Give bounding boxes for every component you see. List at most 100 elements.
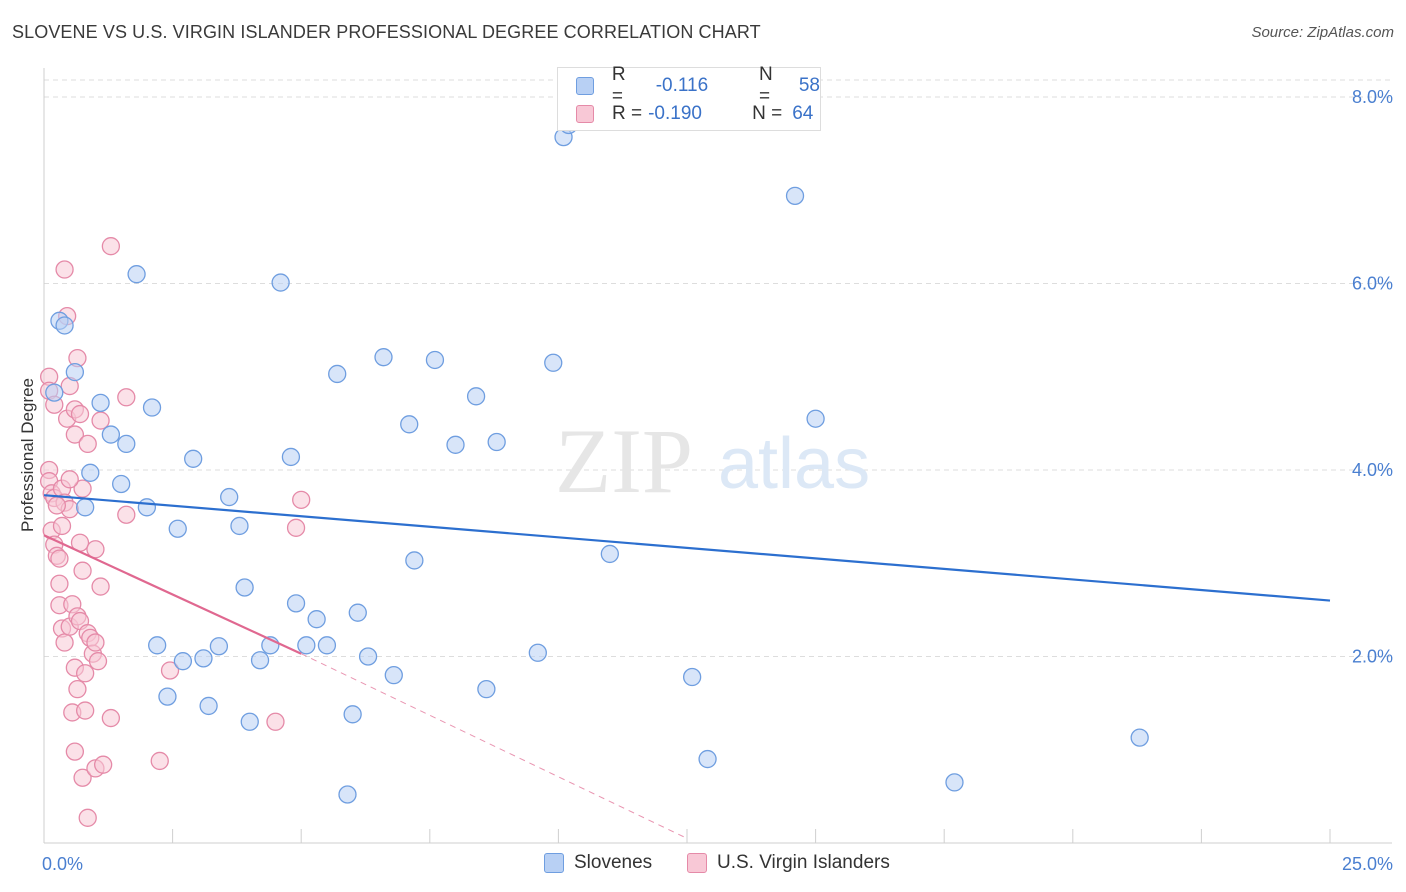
slovene-point: [55, 316, 74, 335]
x-tick-label-max: 25.0%: [1342, 854, 1393, 874]
slovene-point: [142, 398, 162, 417]
chart-source: Source: ZipAtlas.com: [1251, 24, 1394, 41]
virgin-islander-point: [78, 434, 97, 454]
virgin-islander-point: [292, 490, 311, 509]
slovene-point: [184, 449, 203, 468]
virgin-islander-point: [73, 479, 92, 498]
virgin-islander-point: [55, 260, 74, 279]
slovene-point: [117, 434, 136, 454]
slovene-point: [600, 544, 619, 564]
slovene-point: [400, 415, 419, 434]
slovene-point: [328, 364, 347, 384]
slovene-point: [286, 594, 306, 613]
slovene-point: [374, 348, 393, 367]
legend-swatch-blue: [576, 77, 594, 95]
slovene-point: [230, 516, 249, 536]
chart-title: SLOVENE VS U.S. VIRGIN ISLANDER PROFESSI…: [12, 22, 761, 42]
legend-r-label: R =: [612, 103, 643, 124]
slovene-point: [297, 636, 316, 655]
slovene-point: [405, 551, 424, 570]
slovene-point: [945, 773, 964, 792]
slovene-point: [148, 636, 167, 655]
legend-swatch-virgin-islanders: [687, 853, 707, 873]
legend-label-slovenes: Slovenes: [574, 852, 653, 873]
legend-n-value: 58: [798, 75, 820, 96]
y-tick-labels: 2.0% 4.0% 6.0% 8.0%: [1352, 87, 1393, 667]
slovene-point: [112, 474, 131, 494]
slovene-point: [235, 578, 254, 597]
y-axis-label: Professional Degree: [18, 378, 37, 532]
virgin-islander-point: [286, 518, 306, 537]
axes: [43, 68, 1392, 844]
slovene-point: [173, 652, 193, 671]
virgin-islander-point: [47, 496, 67, 515]
slovene-point: [168, 519, 187, 538]
virgin-islander-point: [55, 633, 74, 652]
virgin-islander-point: [50, 549, 69, 568]
watermark-atlas: atlas: [718, 424, 870, 504]
y-tick-label: 4.0%: [1352, 460, 1393, 480]
virgin-islander-point: [101, 708, 121, 728]
legend-r-value: -0.190: [648, 103, 702, 124]
virgin-islander-point: [78, 808, 97, 827]
slovene-point: [682, 667, 702, 687]
legend-row-slovenes: R = -0.116 N = 58: [576, 64, 820, 107]
grid-lines: [44, 79, 1392, 657]
slovene-point: [528, 643, 547, 662]
legend-r-value: -0.116: [655, 75, 709, 96]
series-legend: Slovenes U.S. Virgin Islanders: [0, 852, 1406, 878]
slovene-point: [220, 487, 239, 507]
slovene-point: [785, 186, 805, 205]
legend-n-label: N =: [752, 103, 783, 124]
virgin-islander-point: [94, 755, 113, 774]
slovene-point: [343, 705, 362, 724]
slovene-point: [91, 393, 110, 413]
virgin-islander-point: [117, 388, 136, 407]
legend-swatch-pink: [576, 105, 594, 123]
slovene-point: [240, 712, 259, 731]
legend-swatch-slovenes: [544, 853, 564, 873]
slovene-point: [137, 498, 157, 517]
slovene-point: [127, 265, 146, 284]
virgin-islander-point: [50, 574, 69, 593]
legend-row-virgin-islanders: R = -0.190 N = 64: [576, 102, 813, 126]
correlation-legend: R = -0.116 N = 58 R = -0.190 N = 64: [557, 64, 821, 131]
virgin-islander-point: [52, 516, 72, 536]
legend-label-virgin-islanders: U.S. Virgin Islanders: [717, 852, 890, 873]
virgin-islander-trend-line: [43, 534, 302, 655]
x-tick-labels: 0.0% 25.0%: [42, 854, 1393, 874]
slovene-point: [487, 432, 506, 452]
data-points: [39, 115, 1149, 827]
y-tick-label: 2.0%: [1352, 647, 1393, 667]
virgin-islander-point: [73, 768, 92, 787]
slovene-point: [76, 498, 95, 517]
virgin-islander-trend-extension: [300, 653, 688, 839]
virgin-islander-point: [76, 664, 95, 683]
slovene-trend-line: [43, 494, 1331, 602]
virgin-islander-point: [86, 633, 105, 652]
watermark: ZIP atlas: [555, 410, 870, 512]
slovene-point: [281, 447, 301, 467]
slovene-point: [45, 383, 64, 402]
slovene-point: [271, 273, 290, 292]
slovene-point: [307, 610, 326, 629]
virgin-islander-point: [91, 411, 110, 430]
slovene-point: [425, 350, 445, 370]
virgin-islander-point: [65, 425, 85, 444]
slovene-point: [101, 425, 121, 444]
virgin-islander-point: [88, 652, 108, 671]
slovene-point: [1130, 728, 1149, 747]
legend-n-value: 64: [792, 103, 814, 124]
x-tick-label-min: 0.0%: [42, 854, 83, 874]
virgin-islander-point: [117, 505, 136, 524]
virgin-islander-point: [70, 404, 90, 424]
slovene-point: [477, 679, 496, 699]
legend-item-virgin-islanders: U.S. Virgin Islanders: [687, 852, 890, 874]
virgin-islander-point: [65, 742, 85, 761]
slovene-point: [384, 666, 403, 685]
virgin-islander-point: [91, 577, 110, 596]
slovene-point: [317, 636, 337, 655]
slovene-point: [446, 435, 465, 454]
slovene-point: [544, 353, 563, 372]
